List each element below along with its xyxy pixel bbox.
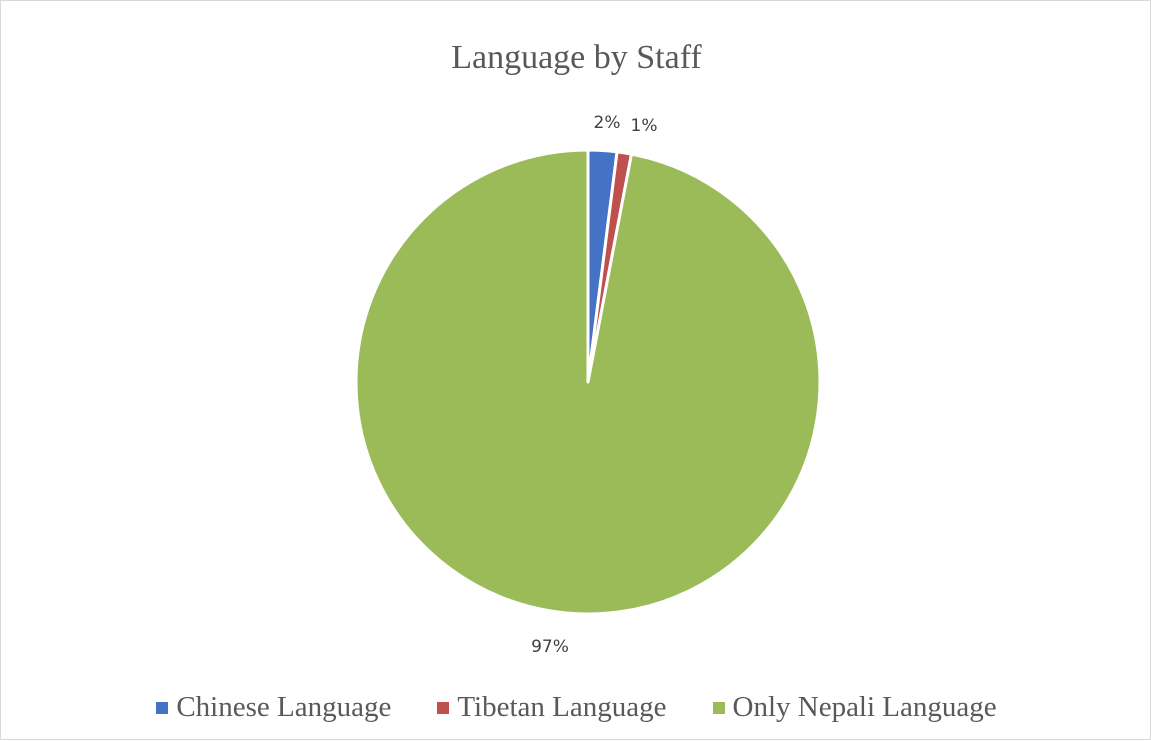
- legend-item-chinese: Chinese Language: [156, 691, 391, 724]
- legend-swatch-nepali: [712, 701, 725, 714]
- legend-item-tibetan: Tibetan Language: [437, 691, 667, 724]
- pie-slices: [354, 148, 822, 616]
- data-label-nepali: 97%: [531, 637, 569, 657]
- legend-label-chinese: Chinese Language: [176, 691, 392, 723]
- legend: Chinese Language Tibetan Language Only N…: [1, 691, 1151, 724]
- pie-data-labels: 2% 1% 97%: [531, 113, 657, 657]
- pie-slice-nepali: [354, 148, 822, 616]
- chart-title: Language by Staff: [451, 39, 702, 76]
- legend-item-nepali: Only Nepali Language: [712, 691, 997, 724]
- legend-label-tibetan: Tibetan Language: [457, 691, 667, 723]
- data-label-chinese: 2%: [594, 113, 621, 133]
- legend-label-nepali: Only Nepali Language: [732, 691, 997, 723]
- data-label-tibetan: 1%: [631, 116, 658, 136]
- legend-swatch-tibetan: [437, 701, 450, 714]
- legend-swatch-chinese: [156, 701, 169, 714]
